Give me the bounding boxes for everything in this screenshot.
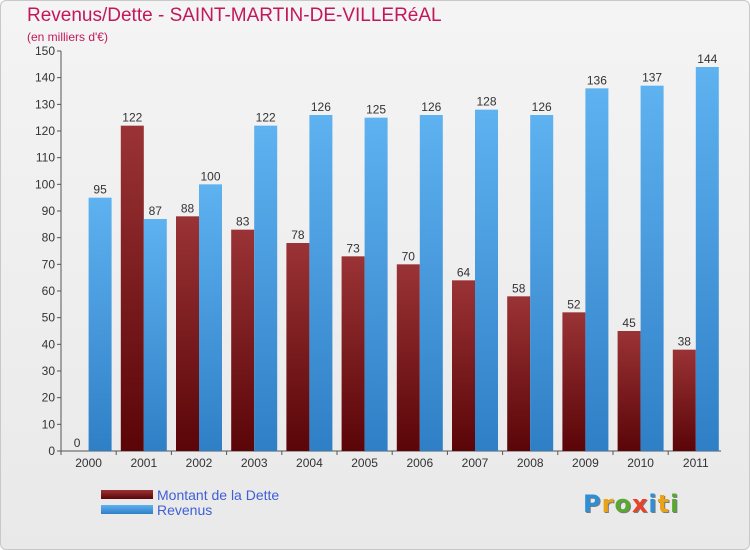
logo-letter: o [614,490,632,518]
logo-letter: i [670,490,680,518]
y-tick-label: 70 [42,257,56,271]
revenus-bar [88,197,112,451]
x-tick-label: 2004 [296,456,323,470]
y-tick-label: 30 [42,364,56,378]
y-tick-label: 140 [35,71,55,85]
y-tick-label: 80 [42,231,56,245]
y-tick-label: 0 [48,444,55,458]
data-label: 58 [512,281,526,295]
revenus-bar [530,115,554,451]
data-label: 78 [291,228,305,242]
revenus-bar [640,85,664,452]
legend: Montant de la Dette Revenus [101,486,280,518]
y-tick-label: 100 [35,177,55,191]
x-tick-label: 2001 [130,456,157,470]
data-label: 136 [587,73,607,87]
axes: 0 10 20 30 40 50 60 70 80 90 100 110 120 130 140 150 200… [35,44,721,470]
revenus-bar [419,115,443,451]
revenus-bar [309,115,333,451]
legend-item-debt: Montant de la Dette [101,486,280,503]
debt-bar [120,125,144,452]
data-label: 45 [622,316,636,330]
debt-bar [507,296,531,451]
logo-letter: P [583,490,602,518]
y-tick-label: 110 [36,151,55,165]
y-tick-label: 130 [35,97,55,111]
logo-letter: x [631,490,649,518]
debt-bar [617,331,641,451]
revenus-bar [199,184,222,452]
debt-bar [341,256,365,451]
debt-bar [562,312,586,451]
data-label: 70 [402,249,416,263]
revenus-bar [364,117,388,452]
data-label: 95 [93,183,107,197]
debt-bar [452,280,475,451]
legend-label-debt: Montant de la Dette [157,486,280,503]
bars [88,67,719,452]
data-labels: 0 95 122 87 88 100 83 122 78 126 73 125 70 126 64 128 58… [74,52,718,450]
debt-bar [231,229,255,451]
data-label: 126 [421,100,441,114]
data-label: 73 [346,241,360,255]
legend-swatch-revenus [101,505,153,514]
x-tick-label: 2003 [241,456,268,470]
revenus-bar [475,109,498,452]
debt-bar [396,264,420,451]
revenus-bar [585,88,609,451]
revenus-bar [254,125,278,452]
chart-subtitle: (en milliers d'€) [27,30,108,44]
x-tick-label: 2002 [186,456,213,470]
x-tick-label: 2000 [75,456,102,470]
y-tick-label: 120 [35,124,55,138]
logo-letter: r [601,490,615,518]
y-tick-label: 50 [42,311,56,325]
y-tick-label: 40 [42,337,56,351]
data-label: 0 [74,436,81,450]
data-label: 137 [642,71,662,85]
y-tick-label: 90 [42,204,56,218]
data-label: 83 [236,215,250,229]
data-label: 87 [149,204,163,218]
data-label: 100 [200,169,220,183]
data-label: 126 [311,100,331,114]
debt-bar [286,243,310,451]
x-tick-label: 2008 [517,456,544,470]
logo-letter: t [657,490,671,518]
x-tick-label: 2010 [627,456,654,470]
data-label: 125 [366,103,386,117]
legend-label-revenus: Revenus [157,501,213,518]
data-label: 38 [678,335,692,349]
x-tick-label: 2007 [462,456,489,470]
data-label: 122 [122,111,142,125]
legend-swatch-debt [101,490,153,499]
legend-item-revenus: Revenus [101,501,279,518]
y-tick-label: 10 [42,417,56,431]
debt-bar [672,349,696,451]
data-label: 128 [476,95,496,109]
revenus-bar [695,67,719,451]
x-tick-label: 2011 [683,456,709,470]
data-label: 122 [256,111,276,125]
data-label: 64 [457,265,471,279]
x-tick-label: 2009 [572,456,599,470]
x-tick-label: 2005 [351,456,378,470]
y-tick-label: 60 [42,284,56,298]
data-label: 52 [567,297,581,311]
revenus-bar [143,219,167,451]
logo-letter: i [648,490,658,518]
debt-bar [176,216,199,451]
chart-title: Revenus/Dette - SAINT-MARTIN-DE-VILLERéA… [27,5,442,26]
data-label: 126 [532,100,552,114]
y-tick-label: 150 [35,44,55,58]
proxiti-logo: Proxiti [583,490,679,518]
data-label: 144 [697,52,717,66]
y-tick-label: 20 [42,391,56,405]
x-tick-label: 2006 [406,456,433,470]
data-label: 88 [181,201,195,215]
